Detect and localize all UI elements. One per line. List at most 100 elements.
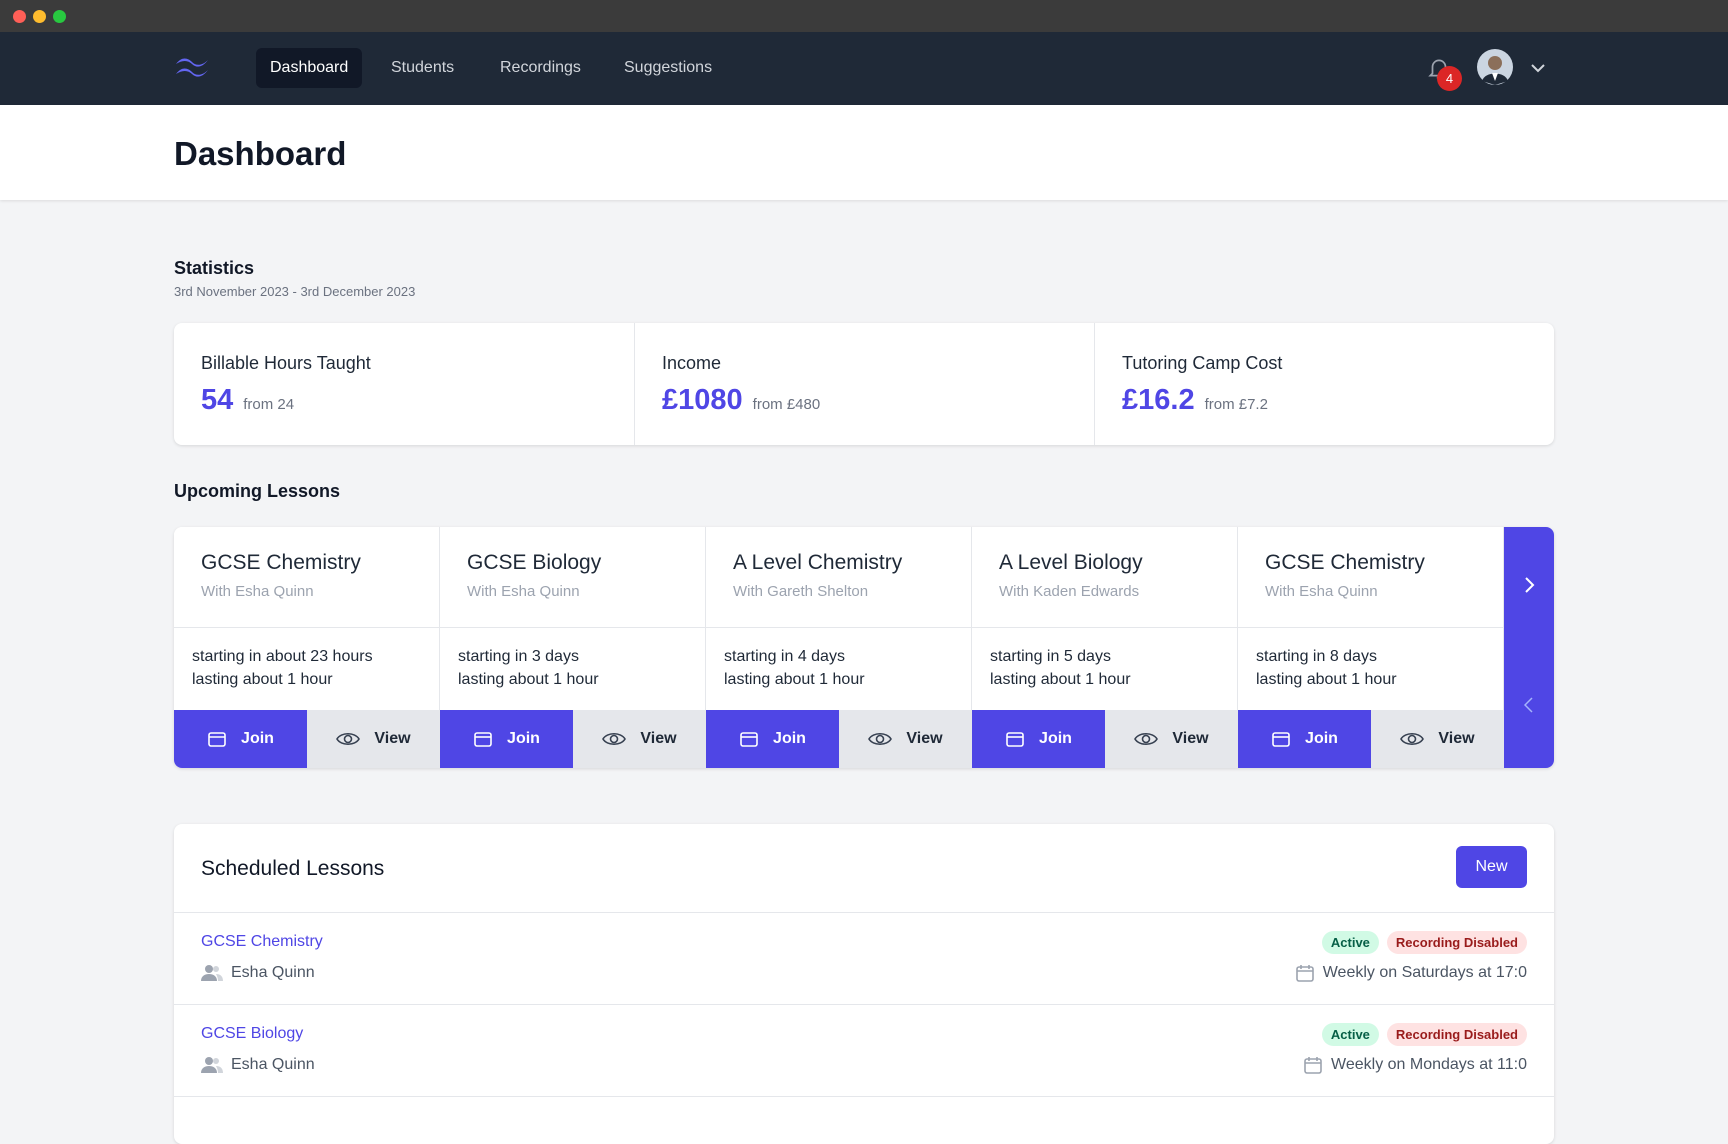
stat-value: £1080 <box>662 384 743 416</box>
logo[interactable] <box>174 54 210 82</box>
lesson-duration: lasting about 1 hour <box>990 671 1131 688</box>
view-button[interactable]: View <box>573 710 706 768</box>
student-name: Esha Quinn <box>231 1056 315 1073</box>
nav-link[interactable]: Recordings <box>500 59 581 76</box>
lesson-tutor: With Esha Quinn <box>467 583 580 600</box>
stat-label: Income <box>662 353 722 373</box>
stat-previous: from £7.2 <box>1204 396 1268 413</box>
schedule-text: Weekly on Mondays at 11:0 <box>1331 1056 1527 1073</box>
calendar-icon-svg <box>1304 1057 1322 1074</box>
view-button[interactable]: View <box>307 710 440 768</box>
divider <box>1238 627 1504 628</box>
divider <box>972 627 1238 628</box>
lesson-card: A Level Chemistry With Gareth Shelton star… <box>706 527 972 768</box>
lesson-title: A Level Chemistry <box>733 551 903 574</box>
divider <box>174 912 1554 913</box>
calendar-icon <box>1295 963 1315 983</box>
join-icon <box>1271 729 1291 749</box>
view-label: View <box>906 730 943 747</box>
join-button[interactable]: Join <box>174 710 307 768</box>
lessons-carousel: GCSE Chemistry With Esha Quinn starting in… <box>174 527 1554 768</box>
join-label: Join <box>1305 730 1338 747</box>
next-button[interactable] <box>1519 575 1539 595</box>
join-button[interactable]: Join <box>706 710 839 768</box>
join-icon <box>1005 729 1025 749</box>
menu-chevron[interactable] <box>1529 59 1547 77</box>
join-button[interactable]: Join <box>972 710 1105 768</box>
close[interactable] <box>13 10 26 23</box>
join-icon-svg <box>208 732 226 747</box>
view-icon <box>868 729 893 749</box>
divider <box>440 627 706 628</box>
section-title: Upcoming Lessons <box>174 481 341 501</box>
lesson-tutor: With Esha Quinn <box>201 583 314 600</box>
divider <box>174 627 440 628</box>
lesson-title: GCSE Biology <box>467 551 602 574</box>
student: Esha Quinn <box>201 1055 315 1075</box>
lesson-start: starting in about 23 hours <box>192 648 373 665</box>
notification-badge[interactable]: 4 <box>1437 66 1462 91</box>
join-icon-svg <box>740 732 758 747</box>
join-icon <box>739 729 759 749</box>
avatar[interactable] <box>1477 49 1513 85</box>
lesson-duration: lasting about 1 hour <box>724 671 865 688</box>
stat: Tutoring Camp Cost £16.2 from £7.2 <box>1094 323 1554 445</box>
lesson-duration: lasting about 1 hour <box>1256 671 1397 688</box>
join-icon-svg <box>1006 732 1024 747</box>
view-icon <box>602 729 627 749</box>
join-icon <box>473 729 493 749</box>
lesson-duration: lasting about 1 hour <box>458 671 599 688</box>
stat-value: 54 <box>201 384 234 416</box>
status-badge: Active <box>1321 1023 1379 1046</box>
divider <box>706 627 972 628</box>
lesson-tutor: With Kaden Edwards <box>999 583 1140 600</box>
status-badge: Active <box>1321 931 1379 954</box>
minimize[interactable] <box>33 10 46 23</box>
stat-label: Tutoring Camp Cost <box>1122 353 1283 373</box>
lesson-title: GCSE Chemistry <box>1265 551 1425 574</box>
lesson-start: starting in 8 days <box>1256 648 1377 665</box>
new-button[interactable]: New <box>1456 846 1527 888</box>
prev-button[interactable] <box>1519 695 1539 715</box>
student-name: Esha Quinn <box>231 964 315 981</box>
scheduled-card: Scheduled Lessons New GCSE Chemistry Esha… <box>174 824 1554 1144</box>
lesson-card: GCSE Biology With Esha Quinn starting in 3… <box>440 527 706 768</box>
people-icon-svg <box>201 1057 223 1073</box>
join-icon <box>207 729 227 749</box>
stat: Income £1080 from £480 <box>634 323 1094 445</box>
carousel-controls <box>1504 527 1554 768</box>
stat-label: Billable Hours Taught <box>201 353 371 373</box>
join-button[interactable]: Join <box>440 710 573 768</box>
lesson-title: GCSE Chemistry <box>201 551 361 574</box>
schedule-row: GCSE Chemistry Esha Quinn Active Recording … <box>174 913 1554 1005</box>
view-icon <box>1134 729 1159 749</box>
recording-badge: Recording Disabled <box>1386 1023 1527 1046</box>
stats-card: Billable Hours Taught 54 from 24 Income £108… <box>174 323 1554 445</box>
view-button[interactable]: View <box>1105 710 1238 768</box>
lesson-tutor: With Gareth Shelton <box>733 583 869 600</box>
stat-previous: from £480 <box>752 396 821 413</box>
join-button[interactable]: Join <box>1238 710 1371 768</box>
join-label: Join <box>507 730 540 747</box>
stat-row: 54 from 24 <box>201 384 607 417</box>
section-title: Statistics <box>174 258 255 278</box>
card-title: Scheduled Lessons <box>201 857 385 880</box>
people-icon <box>201 1055 223 1075</box>
nav-link[interactable]: Suggestions <box>624 59 713 76</box>
view-button[interactable]: View <box>839 710 972 768</box>
people-icon <box>201 963 223 983</box>
period: 3rd November 2023 - 3rd December 2023 <box>174 284 416 299</box>
zoom[interactable] <box>53 10 66 23</box>
lesson-start: starting in 3 days <box>458 648 579 665</box>
view-icon-svg <box>336 732 361 746</box>
calendar-icon-svg <box>1295 965 1314 982</box>
join-label: Join <box>241 730 274 747</box>
nav-link[interactable]: Dashboard <box>256 48 363 88</box>
view-button[interactable]: View <box>1371 710 1504 768</box>
lesson-link[interactable]: GCSE Biology <box>201 1025 304 1042</box>
lesson-start: starting in 5 days <box>990 648 1111 665</box>
badges: Active Recording Disabled <box>1314 1023 1527 1046</box>
lesson-link[interactable]: GCSE Chemistry <box>201 933 323 950</box>
nav-link[interactable]: Students <box>391 59 455 76</box>
